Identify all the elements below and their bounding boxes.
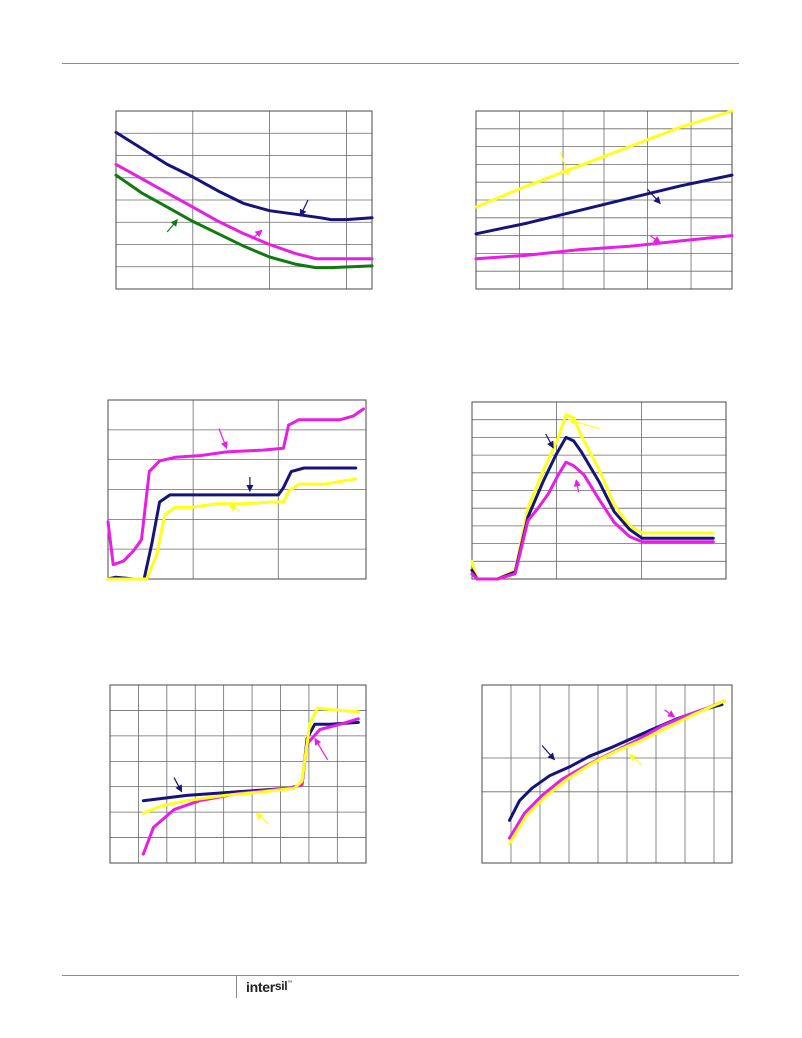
callout-arrow	[628, 753, 643, 766]
callout-arrow	[173, 777, 183, 793]
series-line	[508, 699, 726, 840]
plot-svg	[474, 109, 734, 290]
intersil-logo: intersil™	[246, 979, 292, 995]
plot-frame	[481, 684, 733, 864]
callout-arrow	[567, 418, 600, 430]
chart-2	[474, 109, 734, 290]
callout-arrow	[314, 737, 329, 761]
plot-frame	[475, 110, 733, 290]
series-line	[474, 173, 734, 236]
series-line	[474, 234, 734, 261]
plot-svg	[481, 684, 733, 864]
series-line	[106, 477, 358, 581]
logo-prefix: inter	[246, 979, 275, 995]
callout-arrow	[649, 235, 661, 244]
series-line	[106, 407, 365, 567]
chart-1	[114, 110, 374, 290]
series-line	[114, 162, 374, 261]
callout-arrow	[251, 229, 263, 240]
plot-frame	[107, 399, 367, 580]
chart-4	[470, 401, 727, 581]
plot-frame	[471, 401, 727, 580]
series-line	[474, 109, 734, 209]
callout-arrow	[255, 812, 270, 825]
callout-arrow	[559, 151, 570, 176]
plot-frame	[115, 110, 373, 290]
callout-arrow	[573, 479, 581, 493]
plot-svg	[106, 399, 367, 581]
plot-svg	[114, 110, 374, 290]
chart-3	[106, 399, 367, 581]
series-line	[141, 706, 360, 815]
callout-arrow	[647, 188, 661, 205]
callout-arrow	[299, 199, 309, 217]
plot-svg	[470, 401, 727, 581]
logo-suffix: sil	[274, 979, 288, 993]
callout-arrow	[166, 219, 178, 233]
plot-svg	[109, 684, 367, 864]
chart-6	[481, 684, 733, 864]
series-line	[114, 173, 374, 270]
series-line	[470, 460, 715, 581]
plot-frame	[109, 684, 367, 864]
callout-arrow	[218, 428, 228, 450]
logo-trademark: ™	[287, 980, 292, 986]
footer-rule	[62, 975, 739, 976]
callout-arrow	[664, 709, 676, 718]
header-rule	[62, 63, 739, 64]
series-line	[114, 130, 374, 222]
callout-arrow	[228, 505, 240, 512]
series-line	[470, 412, 715, 581]
footer-divider	[236, 976, 237, 998]
callout-arrow	[545, 433, 554, 449]
series-line	[508, 699, 726, 845]
callout-arrow	[541, 745, 555, 761]
chart-5	[109, 684, 367, 864]
